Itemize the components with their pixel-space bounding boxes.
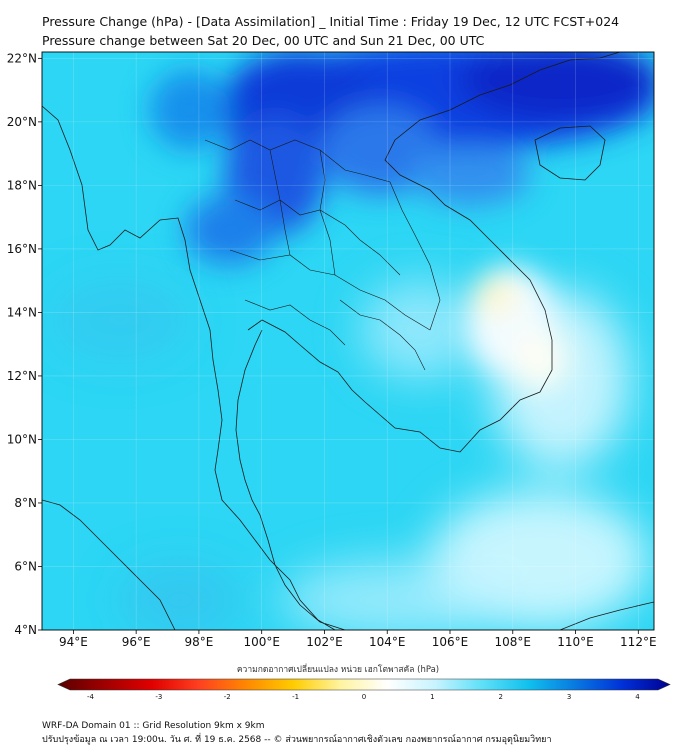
lat-tick-label: 4°N	[14, 623, 37, 637]
lon-tick-label: 102°E	[306, 635, 343, 649]
coastline-borneo	[559, 601, 654, 630]
latitude-axis: 22°N 20°N 18°N 16°N 14°N 12°N 10°N 8°N 6°N 4°N	[7, 51, 42, 637]
footer: WRF-DA Domain 01 :: Grid Resolution 9km …	[42, 719, 552, 747]
lat-tick-label: 16°N	[7, 242, 37, 256]
colorbar-tick-label: -4	[87, 693, 95, 701]
lat-tick-label: 10°N	[7, 432, 37, 446]
lat-tick-label: 14°N	[7, 305, 37, 319]
lon-tick-label: 112°E	[620, 635, 657, 649]
lon-tick-label: 94°E	[59, 635, 88, 649]
lat-tick-label: 20°N	[7, 115, 37, 129]
colorbar-tick-label: -2	[224, 693, 231, 701]
lat-tick-label: 6°N	[14, 559, 37, 573]
lat-tick-label: 22°N	[7, 51, 37, 65]
coastline-mainland	[42, 105, 336, 630]
map-title: Pressure Change (hPa) - [Data Assimilati…	[42, 14, 620, 29]
colorbar-tick-label: 3	[567, 693, 571, 701]
coastline-gulf	[247, 52, 621, 453]
footer-model-info: WRF-DA Domain 01 :: Grid Resolution 9km …	[42, 721, 265, 731]
colorbar-gradient	[57, 678, 671, 691]
coastline-peninsula	[235, 329, 346, 630]
footer-credit: ปรับปรุงข้อมูล ณ เวลา 19:00น. วัน ศ. ที่…	[42, 735, 552, 745]
colorbar-caption: ความกดอากาศเปลี่ยนแปลง หน่วย เฮกโตพาสคัล…	[236, 665, 440, 675]
colorbar-tick-label: 0	[362, 693, 366, 701]
pressure-field	[42, 52, 654, 630]
lon-tick-label: 106°E	[432, 635, 469, 649]
colorbar-tick-label: 4	[635, 693, 640, 701]
longitude-axis: 94°E 96°E 98°E 100°E 102°E 104°E 106°E 108°E 110…	[59, 630, 657, 649]
coastlines	[42, 52, 654, 630]
colorbar-ticks: -4 -3 -2 -1 0 1 2 3 4	[87, 693, 640, 701]
coastline-sumatra	[42, 499, 176, 630]
coastline-hainan	[534, 125, 606, 181]
plot-frame	[41, 51, 655, 631]
lon-tick-label: 110°E	[557, 635, 594, 649]
country-borders	[204, 139, 441, 371]
lat-tick-label: 12°N	[7, 369, 37, 383]
colorbar-tick-label: 2	[499, 693, 503, 701]
lat-tick-label: 18°N	[7, 178, 37, 192]
lon-tick-label: 100°E	[243, 635, 280, 649]
colorbar-tick-label: 1	[430, 693, 434, 701]
lon-tick-label: 98°E	[184, 635, 213, 649]
map-subtitle: Pressure change between Sat 20 Dec, 00 U…	[42, 33, 485, 48]
colorbar-tick-label: -3	[155, 693, 162, 701]
title-block: Pressure Change (hPa) - [Data Assimilati…	[42, 12, 619, 50]
lon-tick-label: 108°E	[495, 635, 532, 649]
colorbar-tick-label: -1	[292, 693, 299, 701]
lon-tick-label: 104°E	[369, 635, 406, 649]
lat-tick-label: 8°N	[14, 496, 37, 510]
lon-tick-label: 96°E	[122, 635, 151, 649]
colorbar: -4 -3 -2 -1 0 1 2 3 4	[57, 678, 671, 701]
